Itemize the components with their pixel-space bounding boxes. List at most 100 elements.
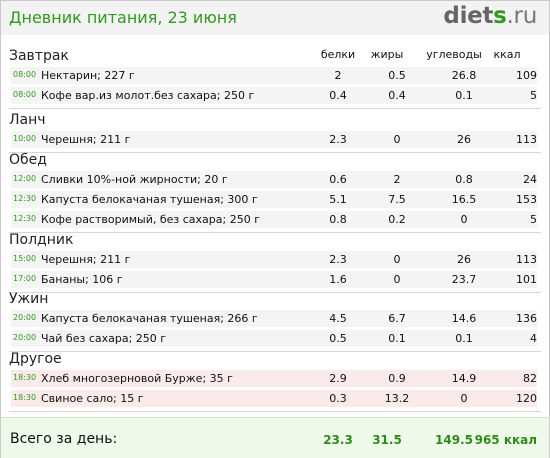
entry-food-name[interactable]: Черешня; 211 г xyxy=(41,133,131,146)
entry-fat: 0.9 xyxy=(388,372,406,385)
meal-title: Ланч xyxy=(9,112,46,128)
entry-kcal: 113 xyxy=(516,133,537,146)
food-entry-row[interactable]: 12:30 Капуста белокачаная тушеная; 300 г 5… xyxy=(11,191,537,208)
entry-time: 17:00 xyxy=(13,274,37,283)
entry-carbs: 26 xyxy=(457,253,471,266)
entry-food-name[interactable]: Свиное сало; 15 г xyxy=(41,392,144,405)
section-divider xyxy=(9,411,541,412)
diets-logo[interactable]: diets.ru xyxy=(443,3,537,29)
meal-title: Ужин xyxy=(9,291,49,307)
logo-text-ru: .ru xyxy=(506,3,538,29)
entry-time: 18:30 xyxy=(13,393,37,402)
column-header-carbs: углеводы xyxy=(426,48,482,61)
entry-food-name[interactable]: Кофе вар.из молот.без сахара; 250 г xyxy=(41,89,255,102)
entry-carbs: 0.8 xyxy=(455,173,473,186)
entry-carbs: 14.9 xyxy=(451,372,477,385)
column-header-fat: жиры xyxy=(370,48,404,61)
column-header-protein: белки xyxy=(320,48,356,61)
food-entry-row[interactable]: 18:30 Хлеб многозерновой Бурже; 35 г 2.9 0.… xyxy=(11,370,537,387)
daily-totals: Всего за день: 23.3 31.5 149.5 965 ккал xyxy=(1,417,549,458)
food-entry-row[interactable]: 20:00 Чай без сахара; 250 г 0.5 0.1 0.1 4 xyxy=(11,330,537,347)
logo-text-s: s xyxy=(493,3,507,29)
section-divider xyxy=(9,351,541,352)
entry-time: 12:30 xyxy=(13,214,37,223)
entry-kcal: 5 xyxy=(530,89,537,102)
entry-time: 12:30 xyxy=(13,194,37,203)
entry-time: 12:00 xyxy=(13,174,37,183)
entry-food-name[interactable]: Чай без сахара; 250 г xyxy=(41,332,167,345)
entry-food-name[interactable]: Кофе растворимый, без сахара; 250 г xyxy=(41,213,260,226)
entry-food-name[interactable]: Капуста белокачаная тушеная; 300 г xyxy=(41,193,258,206)
entry-kcal: 82 xyxy=(523,372,537,385)
entry-carbs: 26.8 xyxy=(451,69,477,82)
food-entry-row[interactable]: 10:00 Черешня; 211 г 2.3 0 26 113 xyxy=(11,131,537,148)
entry-kcal: 120 xyxy=(516,392,537,405)
column-header-kcal: ккал xyxy=(493,48,521,61)
food-entry-row[interactable]: 20:00 Капуста белокачаная тушеная; 266 г 4… xyxy=(11,310,537,327)
entry-time: 10:00 xyxy=(13,134,37,143)
food-entry-row[interactable]: 08:00 Кофе вар.из молот.без сахара; 250 г… xyxy=(11,87,537,104)
entry-fat: 7.5 xyxy=(388,193,406,206)
entry-kcal: 136 xyxy=(516,312,537,325)
entry-fat: 2 xyxy=(393,173,401,186)
entry-protein: 2.9 xyxy=(329,372,347,385)
entry-time: 08:00 xyxy=(13,70,37,79)
section-divider xyxy=(9,108,541,109)
entry-time: 20:00 xyxy=(13,333,37,342)
entry-kcal: 109 xyxy=(516,69,537,82)
entry-time: 08:00 xyxy=(13,90,37,99)
entry-kcal: 113 xyxy=(516,253,537,266)
entry-protein: 2.3 xyxy=(329,253,347,266)
entry-kcal: 4 xyxy=(530,332,537,345)
meal-title: Завтрак xyxy=(9,48,69,64)
entry-food-name[interactable]: Хлеб многозерновой Бурже; 35 г xyxy=(41,372,233,385)
entry-protein: 0.8 xyxy=(329,213,347,226)
entry-kcal: 101 xyxy=(516,273,537,286)
entry-protein: 4.5 xyxy=(329,312,347,325)
meal-title: Полдник xyxy=(9,232,74,248)
entry-fat: 0.4 xyxy=(388,89,406,102)
entry-food-name[interactable]: Капуста белокачаная тушеная; 266 г xyxy=(41,312,258,325)
entry-protein: 0.3 xyxy=(329,392,347,405)
meal-title: Другое xyxy=(9,351,62,367)
header: Дневник питания, 23 июня diets.ru xyxy=(1,1,549,35)
entry-fat: 13.2 xyxy=(384,392,410,405)
food-entry-row[interactable]: 18:30 Свиное сало; 15 г 0.3 13.2 0 120 xyxy=(11,390,537,407)
entry-time: 20:00 xyxy=(13,313,37,322)
food-entry-row[interactable]: 12:30 Кофе растворимый, без сахара; 250 г… xyxy=(11,211,537,228)
entry-fat: 0 xyxy=(393,253,401,266)
entry-time: 15:00 xyxy=(13,254,37,263)
entry-carbs: 16.5 xyxy=(451,193,477,206)
entry-carbs: 23.7 xyxy=(451,273,477,286)
entry-carbs: 0 xyxy=(460,392,468,405)
entry-protein: 0.4 xyxy=(329,89,347,102)
section-divider xyxy=(9,232,541,233)
entry-protein: 5.1 xyxy=(329,193,347,206)
entry-carbs: 14.6 xyxy=(451,312,477,325)
entry-food-name[interactable]: Нектарин; 227 г xyxy=(41,69,135,82)
entry-kcal: 153 xyxy=(516,193,537,206)
food-entry-row[interactable]: 15:00 Черешня; 211 г 2.3 0 26 113 xyxy=(11,251,537,268)
entry-food-name[interactable]: Бананы; 106 г xyxy=(41,273,123,286)
entry-fat: 0.2 xyxy=(388,213,406,226)
entry-food-name[interactable]: Черешня; 211 г xyxy=(41,253,131,266)
entry-protein: 0.6 xyxy=(329,173,347,186)
entry-fat: 0 xyxy=(393,273,401,286)
entry-fat: 0.1 xyxy=(388,332,406,345)
entry-protein: 0.5 xyxy=(329,332,347,345)
section-divider xyxy=(9,292,541,293)
entry-fat: 0.5 xyxy=(388,69,406,82)
total-kcal: 965 ккал xyxy=(474,433,537,447)
entry-food-name[interactable]: Сливки 10%-ной жирности; 20 г xyxy=(41,173,228,186)
entry-carbs: 0 xyxy=(460,213,468,226)
entry-protein: 2.3 xyxy=(329,133,347,146)
entry-fat: 6.7 xyxy=(388,312,406,325)
section-divider xyxy=(9,152,541,153)
food-entry-row[interactable]: 17:00 Бананы; 106 г 1.6 0 23.7 101 xyxy=(11,271,537,288)
entry-time: 18:30 xyxy=(13,373,37,382)
entry-kcal: 24 xyxy=(523,173,537,186)
food-entry-row[interactable]: 08:00 Нектарин; 227 г 2 0.5 26.8 109 xyxy=(11,67,537,84)
food-entry-row[interactable]: 12:00 Сливки 10%-ной жирности; 20 г 0.6 2 0.… xyxy=(11,171,537,188)
totals-label: Всего за день: xyxy=(10,431,118,447)
